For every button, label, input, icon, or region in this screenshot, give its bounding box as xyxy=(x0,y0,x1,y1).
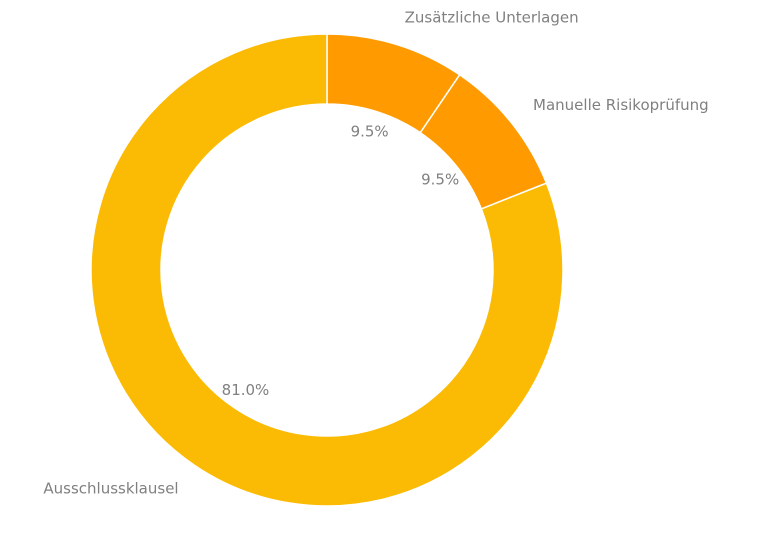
category-labels-group: Zusätzliche Unterlagen Manuelle Risikoprü… xyxy=(43,9,708,498)
category-label-ausschlussklausel: Ausschlussklausel xyxy=(43,479,178,497)
category-label-manuelle-risikopruefung: Manuelle Risikoprüfung xyxy=(533,96,709,114)
pct-label-manuelle-risikopruefung: 9.5% xyxy=(421,170,459,188)
slice-ausschlussklausel xyxy=(90,33,564,507)
pct-label-zusaetzliche-unterlagen: 9.5% xyxy=(351,122,389,140)
slices-group xyxy=(90,33,564,507)
percentage-labels-group: 9.5% 9.5% 81.0% xyxy=(222,122,460,399)
pct-label-ausschlussklausel: 81.0% xyxy=(222,381,270,399)
category-label-zusaetzliche-unterlagen: Zusätzliche Unterlagen xyxy=(405,9,579,27)
